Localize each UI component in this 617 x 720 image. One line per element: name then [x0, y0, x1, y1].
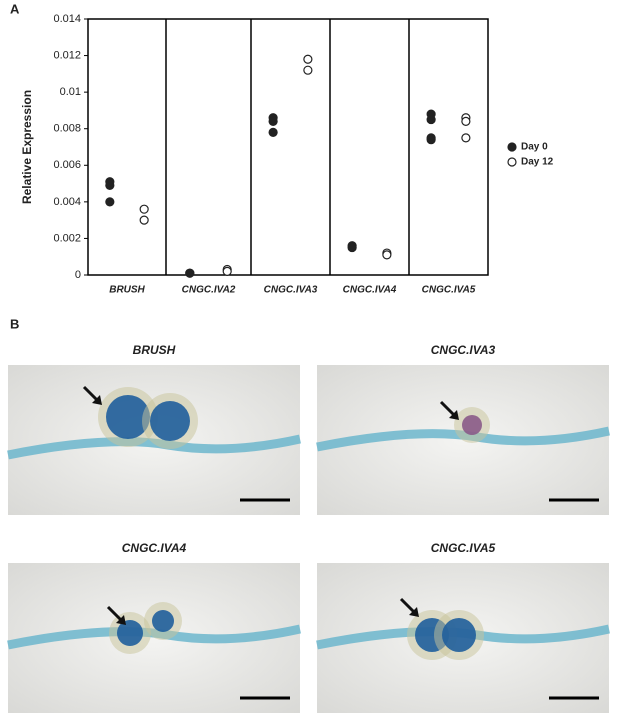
y-tick-label: 0.002	[53, 232, 81, 244]
y-tick-label: 0.01	[60, 86, 81, 98]
arrow-head	[116, 615, 126, 625]
nodule	[152, 610, 174, 632]
x-tick-label: BRUSH	[109, 285, 145, 296]
data-point	[426, 135, 436, 145]
image-title: CNGC.IVA4	[122, 541, 187, 555]
arrow	[399, 597, 417, 615]
y-tick-label: 0.006	[53, 159, 81, 171]
x-tick-label: CNGC.IVA3	[264, 285, 318, 296]
data-point	[347, 242, 357, 253]
data-point	[222, 266, 232, 276]
x-tick-label: CNGC.IVA2	[182, 285, 236, 296]
image-title: CNGC.IVA3	[431, 343, 496, 357]
arrow-head	[92, 395, 102, 405]
image-title: BRUSH	[133, 343, 176, 357]
arrow	[439, 400, 457, 418]
data-point	[303, 54, 313, 64]
nodule	[106, 395, 150, 439]
data-point	[139, 204, 149, 214]
data-point	[139, 215, 149, 225]
y-axis-label: Relative Expression	[20, 90, 34, 204]
y-tick-label: 0.004	[53, 196, 81, 208]
nodule	[117, 620, 143, 646]
data-point	[105, 180, 115, 190]
y-tick-label: 0.012	[53, 49, 81, 61]
data-point	[426, 114, 436, 125]
legend-label: Day 0	[521, 142, 548, 153]
arrow-head	[409, 607, 419, 617]
plot-frame	[87, 18, 489, 276]
x-tick-label: CNGC.IVA4	[343, 285, 397, 296]
panel-label: A	[10, 1, 20, 16]
y-tick-label: 0.008	[53, 123, 81, 135]
y-tick-label: 0.014	[53, 13, 81, 25]
data-point	[303, 65, 313, 75]
arrow-head	[449, 410, 459, 420]
y-tick-label: 0	[75, 269, 81, 281]
x-tick-label: CNGC.IVA5	[422, 285, 476, 296]
data-point	[461, 133, 471, 143]
legend-marker	[507, 142, 517, 152]
data-point	[185, 268, 195, 278]
nodule	[462, 415, 482, 435]
data-point	[268, 127, 278, 137]
nodule	[442, 618, 476, 652]
arrow	[82, 385, 100, 403]
arrow	[106, 605, 124, 623]
data-point	[382, 250, 392, 260]
nodule	[150, 401, 190, 441]
legend-label: Day 12	[521, 157, 554, 168]
data-point	[105, 197, 115, 207]
legend-marker	[507, 157, 517, 167]
panel-label: B	[10, 316, 19, 331]
data-point	[268, 116, 278, 127]
image-title: CNGC.IVA5	[431, 541, 496, 555]
data-point	[461, 116, 471, 127]
